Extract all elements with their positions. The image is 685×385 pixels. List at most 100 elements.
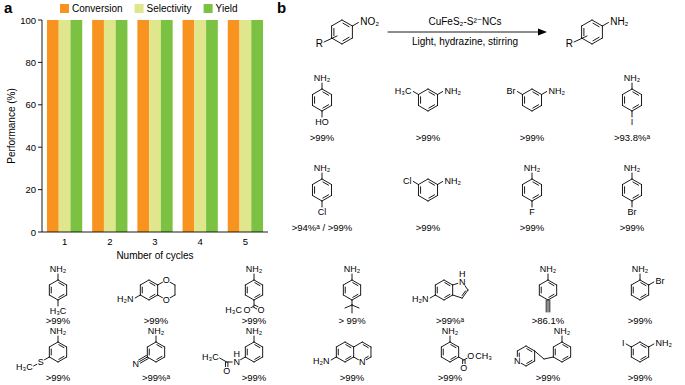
atom-label: NH₂ [624,163,641,173]
atom-label: NH₂ [656,338,673,348]
ring-bond [343,280,352,285]
atom-label: H [459,269,466,279]
atom-label: O [243,305,250,315]
double-bond [247,349,248,355]
atom-label: NH₂ [444,176,461,186]
double-bond [420,187,421,194]
atom-label: H₂N [412,294,429,304]
double-bond [429,105,435,108]
ring-bond [164,347,165,357]
ring-bond [49,342,58,347]
bond [322,83,323,89]
compound: NH₂I>93.8%ᵃ [614,73,650,143]
double-bond [462,291,465,296]
triple-bond [139,355,147,360]
legend-swatch [204,4,213,13]
atom-label: H₃C [225,305,242,315]
double-bond [429,195,435,198]
ring-bond [462,290,468,298]
bond [649,344,654,347]
ring-bond [58,342,67,347]
ring-bond [631,285,632,295]
ring-bond [441,357,450,362]
bond [345,305,352,308]
double-bond [149,349,150,355]
ring-bond [641,95,642,106]
ring-bond [362,342,371,347]
ring-bond [262,285,263,295]
double-bond [363,345,368,348]
double-bond [346,356,351,359]
legend-label: Conversion [72,3,123,14]
bond [438,92,443,95]
double-bond [445,294,450,297]
x-axis-title: Number of cycles [116,250,193,261]
bond [438,182,443,185]
yield: >99% [520,222,545,233]
bond [649,282,654,285]
bond [535,351,544,359]
ring-bond [312,185,313,196]
ring-bond [312,106,322,112]
ring-bond [49,295,58,300]
ring-bond [58,357,67,362]
ring-bond [254,342,263,347]
atom-label: NH₂ [148,326,165,336]
ring-bond [556,285,557,295]
ring-bond [582,20,592,26]
ring-bond [245,295,254,300]
double-bond [633,182,639,185]
bond [632,83,633,89]
bar [183,20,195,232]
double-bond [323,195,329,198]
ring-bond [331,95,332,106]
ring-bond [147,342,156,347]
panel-label: b [277,0,286,16]
ring-bond [632,196,642,202]
atom-label: O [257,305,264,315]
atom-label: F [529,207,535,217]
atom-label: NH₂ [554,326,571,336]
y-tick-label: 0 [31,227,36,238]
double-bond [420,97,421,104]
atom-label: I [622,338,625,348]
atom-background [458,278,466,286]
compound: NH₂OOH₃C>99% [225,264,267,326]
ring-bond [548,295,557,300]
ring-bond [526,361,535,366]
legend-label: Selectivity [147,3,192,14]
ring-bond [532,106,542,112]
ring-bond [648,285,649,295]
compound: H₂NNH>99%ᵃ [412,269,468,326]
yield: >99% [628,372,653,383]
double-bond [437,287,438,293]
bar [251,20,263,232]
ring-bond [140,285,141,295]
bar [206,20,218,232]
bond [58,336,59,342]
bond [352,305,359,308]
bond [58,274,59,280]
yield: >99% [620,222,645,233]
atom-label: NH₂ [524,163,541,173]
compound: ClNH₂>99% [403,176,461,234]
ring-bond [156,342,165,347]
double-bond [157,356,162,359]
bond [574,36,587,42]
double-bond [343,37,349,41]
ring-bond [539,295,548,300]
compound: NH₂SH₃C>99% [16,326,71,383]
atom-background [358,358,366,366]
atom-label: NH₂ [442,326,459,336]
yield: >99% [144,315,169,326]
double-bond [524,187,525,194]
atom-label: H₃C [395,86,412,96]
atom-label: N [132,359,139,369]
ring-bond [49,357,58,362]
ring-bond [522,179,532,185]
bar [104,20,116,232]
ring-bond [353,347,354,357]
compound: NH₂ F >99% [520,163,545,233]
yield: >99% [242,372,267,383]
ring-bond [312,89,322,95]
